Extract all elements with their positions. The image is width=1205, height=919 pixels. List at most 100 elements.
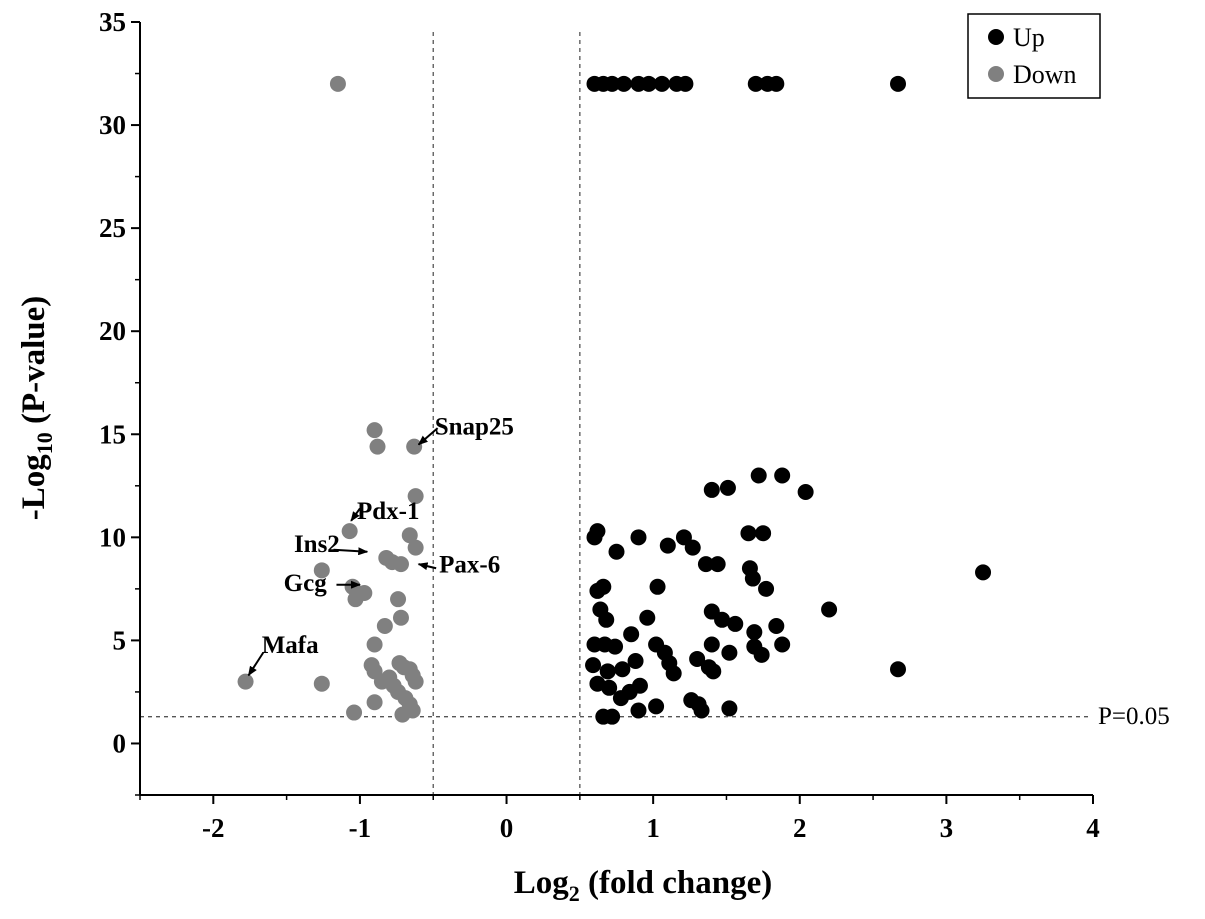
point-up	[614, 661, 631, 678]
y-tick-label: 10	[99, 522, 126, 552]
point-down	[356, 584, 373, 601]
point-up	[595, 578, 612, 595]
x-tick-label: -2	[202, 813, 225, 843]
point-up	[890, 75, 907, 92]
point-down	[407, 488, 424, 505]
data-points	[237, 75, 992, 725]
gene-label-snap25: Snap25	[435, 413, 514, 440]
legend-box	[967, 13, 1101, 99]
point-up	[890, 661, 907, 678]
x-tick-label: 1	[646, 813, 660, 843]
point-up	[719, 479, 736, 496]
point-up	[746, 624, 763, 641]
point-up	[604, 708, 621, 725]
legend-label-up: Up	[1013, 23, 1045, 52]
point-up	[627, 653, 644, 670]
point-up	[623, 626, 640, 643]
point-down	[366, 694, 383, 711]
point-down	[329, 75, 346, 92]
point-down	[369, 438, 386, 455]
point-up	[740, 525, 757, 542]
y-tick-label: 35	[99, 7, 126, 37]
point-up	[709, 556, 726, 573]
point-up	[648, 698, 665, 715]
point-down	[366, 422, 383, 439]
point-up	[599, 663, 616, 680]
point-up	[604, 75, 621, 92]
gene-label-gcg: Gcg	[284, 570, 328, 597]
point-up	[601, 679, 618, 696]
point-up	[697, 556, 714, 573]
gene-annotations: Snap25 Pdx-1 Ins2 Pax-6 Gcg Mafa	[247, 413, 514, 677]
point-down	[313, 675, 330, 692]
point-up	[744, 570, 761, 587]
annotation-arrow	[417, 562, 437, 571]
point-down	[237, 673, 254, 690]
point-up	[750, 467, 767, 484]
point-up	[659, 537, 676, 554]
point-up	[649, 578, 666, 595]
y-tick-label: 0	[113, 728, 127, 758]
point-up	[755, 525, 772, 542]
point-down	[392, 556, 409, 573]
point-down	[406, 438, 423, 455]
point-up	[684, 539, 701, 556]
gene-label-pax-6: Pax-6	[439, 551, 500, 578]
gene-label-mafa: Mafa	[262, 632, 319, 659]
point-up	[705, 663, 722, 680]
threshold-lines	[140, 32, 1090, 795]
point-up	[639, 609, 656, 626]
point-down	[401, 527, 418, 544]
point-up	[727, 615, 744, 632]
point-up	[640, 75, 657, 92]
x-axis-title: Log2 (fold change)	[514, 865, 773, 906]
point-up	[821, 601, 838, 618]
point-up	[607, 638, 624, 655]
point-up	[774, 467, 791, 484]
gene-label-ins2: Ins2	[294, 531, 340, 558]
point-up	[598, 611, 615, 628]
point-up	[797, 483, 814, 500]
point-down	[366, 636, 383, 653]
point-down	[407, 539, 424, 556]
annotation-arrow	[333, 547, 369, 556]
x-tick-label: 0	[500, 813, 514, 843]
point-up	[746, 638, 763, 655]
y-tick-label: 5	[113, 625, 127, 655]
annotation-arrow	[417, 427, 439, 446]
y-tick-label: 30	[99, 110, 126, 140]
y-tick-label: 25	[99, 213, 126, 243]
point-up	[677, 75, 694, 92]
point-up	[774, 636, 791, 653]
x-tick-label: 3	[940, 813, 954, 843]
annotation-arrow	[247, 652, 264, 677]
point-up	[703, 481, 720, 498]
point-up	[768, 75, 785, 92]
point-up	[758, 580, 775, 597]
legend-marker-up	[988, 29, 1004, 45]
point-up	[690, 696, 707, 713]
axes	[139, 22, 1093, 796]
point-up	[615, 75, 632, 92]
point-up	[689, 650, 706, 667]
point-down	[346, 704, 363, 721]
point-up	[721, 644, 738, 661]
point-down	[407, 673, 424, 690]
point-up	[630, 702, 647, 719]
x-tick-label: -1	[349, 813, 372, 843]
y-tick-label: 15	[99, 419, 126, 449]
point-up	[585, 657, 602, 674]
y-tick-label: 20	[99, 316, 126, 346]
point-down	[376, 617, 393, 634]
point-up	[975, 564, 992, 581]
threshold-label: P=0.05	[1098, 703, 1170, 730]
point-down	[392, 609, 409, 626]
point-down	[390, 591, 407, 608]
point-down	[394, 706, 411, 723]
legend-marker-down	[988, 66, 1004, 82]
point-up	[631, 677, 648, 694]
point-down	[313, 562, 330, 579]
point-up	[653, 75, 670, 92]
point-up	[714, 611, 731, 628]
